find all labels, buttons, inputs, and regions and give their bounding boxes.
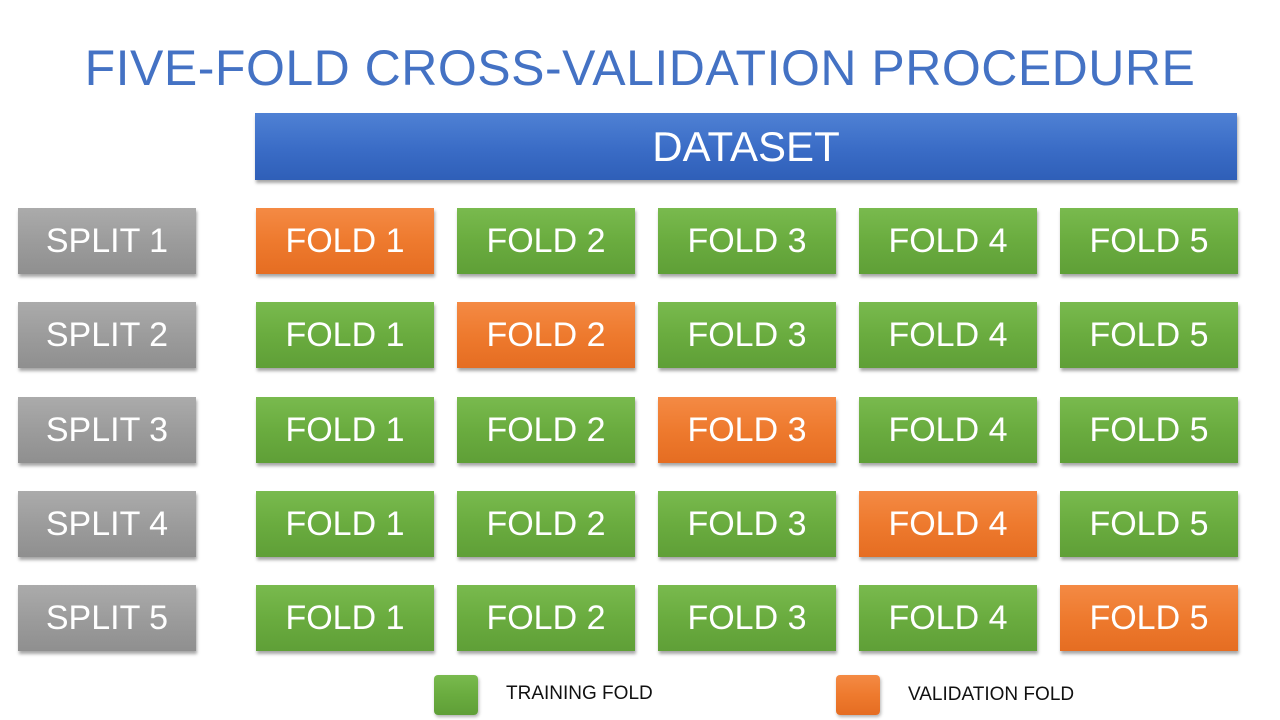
training-fold-box: FOLD 5 <box>1060 397 1238 463</box>
split-label-3: SPLIT 3 <box>18 397 196 463</box>
validation-fold-box: FOLD 4 <box>859 491 1037 557</box>
dataset-bar: DATASET <box>255 113 1237 180</box>
page-title: FIVE-FOLD CROSS-VALIDATION PROCEDURE <box>84 40 1196 96</box>
training-fold-box: FOLD 2 <box>457 208 635 274</box>
training-fold-box: FOLD 4 <box>859 208 1037 274</box>
training-fold-box: FOLD 1 <box>256 585 434 651</box>
training-fold-box: FOLD 5 <box>1060 208 1238 274</box>
training-fold-box: FOLD 2 <box>457 397 635 463</box>
training-fold-box: FOLD 2 <box>457 585 635 651</box>
split-label-5: SPLIT 5 <box>18 585 196 651</box>
training-fold-box: FOLD 3 <box>658 491 836 557</box>
legend-validation-swatch <box>836 675 880 715</box>
validation-fold-box: FOLD 5 <box>1060 585 1238 651</box>
training-fold-box: FOLD 5 <box>1060 302 1238 368</box>
training-fold-box: FOLD 4 <box>859 585 1037 651</box>
training-fold-box: FOLD 4 <box>859 397 1037 463</box>
legend-training-label: TRAINING FOLD <box>506 683 653 704</box>
training-fold-box: FOLD 1 <box>256 491 434 557</box>
validation-fold-box: FOLD 1 <box>256 208 434 274</box>
validation-fold-box: FOLD 3 <box>658 397 836 463</box>
dataset-label: DATASET <box>652 122 840 170</box>
training-fold-box: FOLD 4 <box>859 302 1037 368</box>
training-fold-box: FOLD 2 <box>457 491 635 557</box>
training-fold-box: FOLD 3 <box>658 208 836 274</box>
split-label-4: SPLIT 4 <box>18 491 196 557</box>
split-label-1: SPLIT 1 <box>18 208 196 274</box>
training-fold-box: FOLD 5 <box>1060 491 1238 557</box>
training-fold-box: FOLD 3 <box>658 585 836 651</box>
split-label-2: SPLIT 2 <box>18 302 196 368</box>
legend-validation-label: VALIDATION FOLD <box>908 684 1075 705</box>
training-fold-box: FOLD 3 <box>658 302 836 368</box>
validation-fold-box: FOLD 2 <box>457 302 635 368</box>
training-fold-box: FOLD 1 <box>256 302 434 368</box>
training-fold-box: FOLD 1 <box>256 397 434 463</box>
legend-training-swatch <box>434 675 478 715</box>
